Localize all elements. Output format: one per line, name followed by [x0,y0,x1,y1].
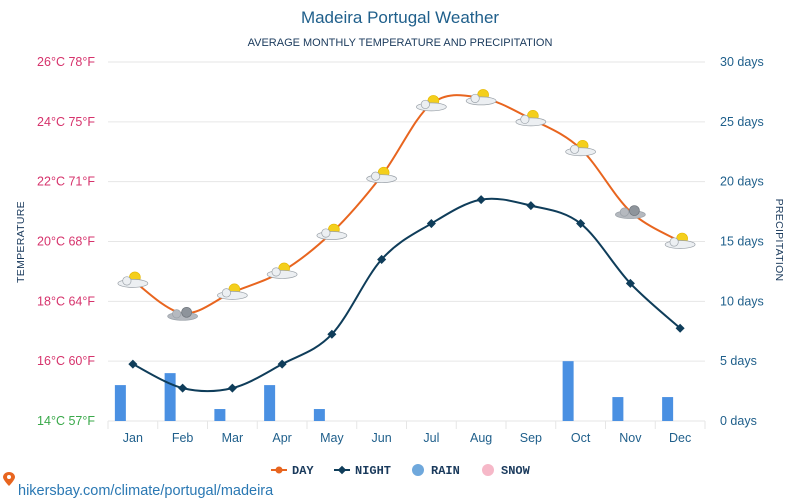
night-point [227,383,237,393]
legend-swatch [412,464,424,476]
y-tick-label: 26°C 78°F [37,55,95,69]
cloud-puff [321,228,331,238]
cloud-puff [122,276,132,286]
source-link[interactable]: hikersbay.com/climate/portugal/madeira [18,483,274,499]
cloud-puff [570,144,580,154]
y2-tick-label: 30 days [720,55,764,69]
y2-tick-label: 0 days [720,414,757,428]
y2-tick-label: 25 days [720,115,764,129]
rain-bar [214,409,226,421]
cloud-puff [181,306,192,318]
legend-item-day: DAY [271,464,314,478]
day-temperature-line [132,94,681,315]
legend-item-snow: SNOW [482,464,531,478]
x-axis: Jan Feb Mar Apr May Jun Jul Aug Sep Oct Nov Dec [123,431,691,445]
partly-cloudy-icon [515,110,547,127]
legend-item-rain: RAIN [412,464,460,478]
night-point [476,195,486,205]
partly-cloudy-icon [316,223,348,240]
night-point [178,383,188,393]
legend-label: NIGHT [355,464,391,478]
legend-marker [275,466,283,474]
x-tick-label: Aug [470,431,492,445]
rain-bar [562,361,574,421]
x-tick-label: May [320,431,344,445]
x-tick-label: Nov [619,431,642,445]
y2-tick-label: 5 days [720,354,757,368]
y-axis-left: 26°C 78°F 24°C 75°F 22°C 71°F 20°C 68°F 18°C… [37,55,95,428]
partly-cloudy-icon [266,262,298,279]
rain-bar [114,385,126,421]
y-axis-label: TEMPERATURE [15,201,27,283]
y-axis-right: 30 days 25 days 20 days 15 days 10 days 5 day… [720,55,764,428]
rain-bar [662,397,674,421]
cloud-puff [371,171,381,181]
night-points [128,195,685,393]
y-tick-label: 22°C 71°F [37,175,95,189]
rain-bar [313,409,325,421]
cloud-puff [271,267,281,277]
partly-cloudy-icon [416,95,447,112]
y-tick-label: 16°C 60°F [37,354,95,368]
x-tick-label: Mar [222,431,244,445]
y-tick-label: 18°C 64°F [37,294,95,308]
partly-cloudy-icon [366,166,397,184]
x-tick-label: Sep [520,431,542,445]
weather-icons [117,89,696,321]
rain-bar [612,397,624,421]
source-footer[interactable]: hikersbay.com/climate/portugal/madeira [3,472,274,499]
cloudy-icon [615,205,646,219]
cloud-puff [221,288,231,298]
y2-tick-label: 20 days [720,175,764,189]
x-tick-label: Oct [571,431,591,445]
partly-cloudy-icon [664,232,696,249]
cloud-puff [619,207,629,217]
rain-bar [164,373,176,421]
y2-tick-label: 15 days [720,235,764,249]
night-temperature-line [132,197,681,393]
y-tick-label: 20°C 68°F [37,235,95,249]
x-tick-label: Jul [423,431,439,445]
legend-label: RAIN [431,464,460,478]
x-tick-label: Jun [372,431,392,445]
cloud-puff [470,93,480,103]
chart-subtitle: AVERAGE MONTHLY TEMPERATURE AND PRECIPIT… [248,37,553,49]
legend-label: SNOW [501,464,531,478]
rain-bars [114,361,674,421]
partly-cloudy-icon [565,139,596,157]
rain-bar [264,385,276,421]
partly-cloudy-icon [217,283,248,300]
legend-item-night: NIGHT [334,464,391,478]
y2-axis-label: PRECIPITATION [773,199,785,282]
legend: DAY NIGHT RAIN SNOW [271,464,531,478]
cloud-puff [629,205,640,216]
legend-marker [337,465,347,475]
grid-lines [107,61,706,429]
x-tick-label: Feb [172,431,194,445]
cloud-puff [172,309,182,319]
legend-label: DAY [292,464,314,478]
partly-cloudy-icon [465,89,497,106]
map-pin-icon [3,472,15,486]
cloudy-icon [167,306,198,321]
x-tick-label: Apr [272,431,291,445]
legend-swatch [482,464,494,476]
cloud-puff [420,99,430,109]
y2-tick-label: 10 days [720,294,764,308]
y-tick-label: 14°C 57°F [37,414,95,428]
partly-cloudy-icon [117,271,149,288]
y-tick-label: 24°C 75°F [37,115,95,129]
night-point [426,219,436,229]
night-point [526,201,536,211]
cloud-puff [669,237,679,247]
x-tick-label: Dec [669,431,691,445]
chart-title: Madeira Portugal Weather [301,8,499,27]
x-tick-label: Jan [123,431,143,445]
cloud-puff [520,114,530,124]
